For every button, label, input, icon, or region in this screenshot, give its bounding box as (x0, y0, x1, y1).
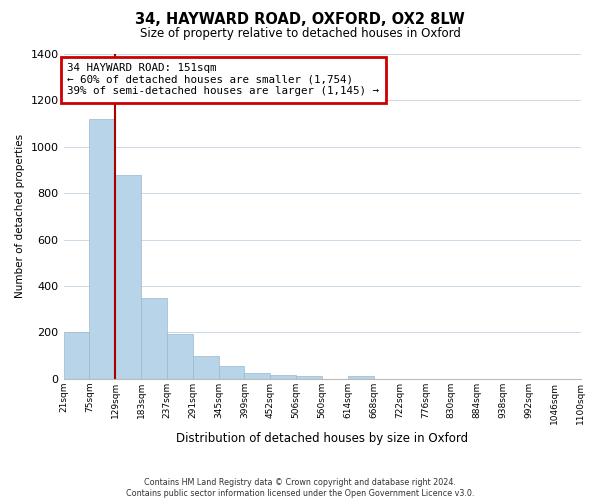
Bar (218, 366, 244, 379)
Bar (244, 373, 271, 379)
Bar (141, 298, 167, 379)
Bar (115, 174, 141, 379)
Bar (296, 376, 322, 379)
Text: 34 HAYWARD ROAD: 151sqm
← 60% of detached houses are smaller (1,754)
39% of semi: 34 HAYWARD ROAD: 151sqm ← 60% of detache… (67, 64, 379, 96)
Bar (348, 376, 374, 379)
Text: Size of property relative to detached houses in Oxford: Size of property relative to detached ho… (140, 28, 460, 40)
Bar (64, 332, 89, 379)
Text: Contains HM Land Registry data © Crown copyright and database right 2024.
Contai: Contains HM Land Registry data © Crown c… (126, 478, 474, 498)
Bar (89, 119, 115, 379)
Text: 34, HAYWARD ROAD, OXFORD, OX2 8LW: 34, HAYWARD ROAD, OXFORD, OX2 8LW (135, 12, 465, 28)
Bar (193, 356, 218, 379)
Bar (271, 376, 296, 379)
Bar (167, 334, 193, 379)
X-axis label: Distribution of detached houses by size in Oxford: Distribution of detached houses by size … (176, 432, 468, 445)
Y-axis label: Number of detached properties: Number of detached properties (15, 134, 25, 298)
